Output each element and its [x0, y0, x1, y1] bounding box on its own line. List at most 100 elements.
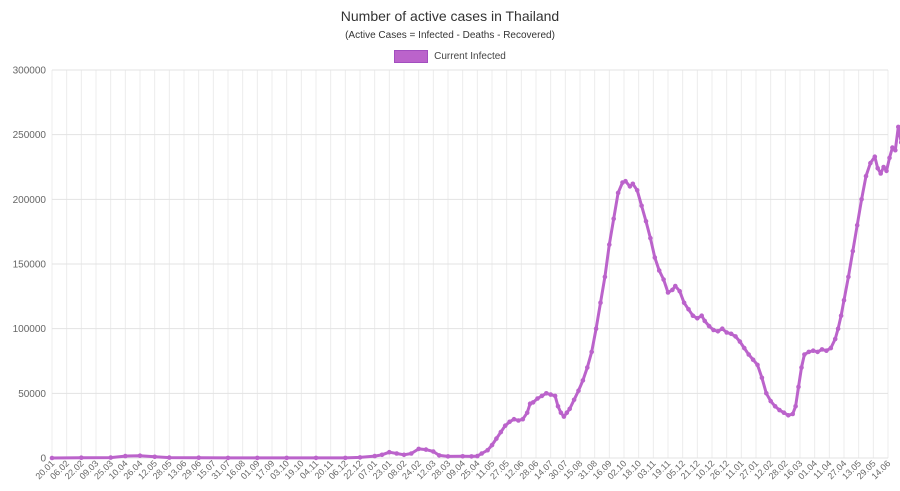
data-point	[639, 203, 644, 209]
data-point	[737, 339, 743, 344]
data-point	[875, 166, 880, 171]
data-point	[702, 318, 707, 324]
data-point	[313, 455, 319, 461]
data-point	[494, 436, 499, 441]
data-point	[589, 349, 594, 355]
data-point	[558, 410, 564, 416]
data-point	[799, 365, 804, 370]
data-point	[768, 398, 773, 404]
data-point	[254, 455, 260, 461]
data-point	[630, 181, 636, 187]
data-point	[475, 453, 480, 459]
data-point	[196, 455, 201, 461]
data-point	[715, 329, 721, 334]
data-point	[593, 326, 599, 332]
data-point	[806, 349, 812, 355]
data-point	[868, 160, 873, 166]
data-point	[544, 391, 549, 396]
data-point	[750, 357, 756, 363]
data-point	[607, 242, 612, 247]
data-point	[810, 348, 816, 354]
y-tick-label: 300000	[13, 66, 47, 77]
y-tick-label: 250000	[13, 130, 47, 141]
data-point	[167, 455, 172, 460]
data-point	[502, 423, 508, 429]
data-point	[436, 453, 442, 458]
data-point	[530, 400, 536, 405]
data-point	[423, 447, 429, 452]
data-point	[225, 455, 231, 461]
data-point	[846, 274, 851, 280]
data-point	[838, 313, 844, 319]
data-point	[711, 327, 716, 333]
data-point	[561, 414, 567, 419]
chart-title: Number of active cases in Thailand	[340, 8, 560, 24]
data-point	[387, 449, 392, 455]
data-point	[755, 362, 760, 368]
data-point	[460, 454, 466, 459]
data-point	[489, 442, 495, 448]
data-point	[728, 331, 734, 337]
data-point	[648, 235, 653, 241]
data-point	[699, 313, 704, 319]
data-point	[824, 348, 829, 354]
data-point	[372, 453, 378, 459]
data-point	[431, 449, 436, 454]
data-point	[819, 347, 825, 352]
data-point	[656, 268, 662, 273]
y-tick-label: 150000	[13, 260, 47, 271]
data-point	[695, 316, 700, 321]
legend[interactable]: Current Infected	[0, 50, 900, 63]
data-point	[772, 404, 778, 409]
data-point	[643, 219, 649, 224]
data-point	[602, 274, 608, 280]
data-point	[786, 413, 791, 418]
data-point	[524, 410, 530, 416]
data-point	[815, 349, 820, 355]
data-point	[893, 147, 898, 153]
data-point	[284, 455, 290, 461]
y-tick-label: 100000	[13, 324, 47, 335]
data-point	[742, 345, 747, 351]
data-point	[516, 418, 521, 423]
data-point	[759, 375, 765, 381]
data-point	[520, 416, 526, 422]
data-point	[835, 326, 841, 332]
data-point	[828, 345, 834, 351]
data-point	[555, 404, 561, 409]
data-point	[781, 410, 787, 416]
data-point	[884, 168, 889, 174]
y-tick-label: 0	[40, 454, 46, 465]
data-point	[152, 454, 157, 460]
data-point	[79, 455, 84, 461]
legend-swatch	[394, 50, 429, 63]
data-point	[108, 455, 113, 460]
data-point	[887, 155, 892, 161]
data-point	[863, 173, 869, 179]
data-point	[564, 410, 570, 416]
data-point	[585, 365, 590, 370]
data-point	[137, 453, 143, 459]
data-point	[690, 313, 696, 319]
data-point	[123, 453, 128, 459]
data-point	[567, 406, 572, 412]
data-point	[661, 277, 666, 282]
data-point	[673, 283, 678, 289]
data-point	[598, 300, 603, 306]
data-point	[665, 290, 671, 295]
data-point	[802, 352, 807, 357]
y-tick-label: 200000	[13, 195, 47, 206]
data-point	[379, 452, 385, 458]
series-line	[51, 125, 900, 460]
data-point	[498, 429, 504, 435]
data-point	[511, 416, 517, 422]
data-point	[652, 255, 658, 260]
data-point	[539, 393, 545, 399]
legend-label: Current Infected	[434, 51, 506, 62]
data-point	[401, 452, 407, 458]
data-point	[859, 197, 864, 202]
data-point	[681, 300, 687, 306]
data-point	[552, 393, 558, 399]
data-point	[686, 307, 691, 312]
data-point	[777, 407, 782, 413]
